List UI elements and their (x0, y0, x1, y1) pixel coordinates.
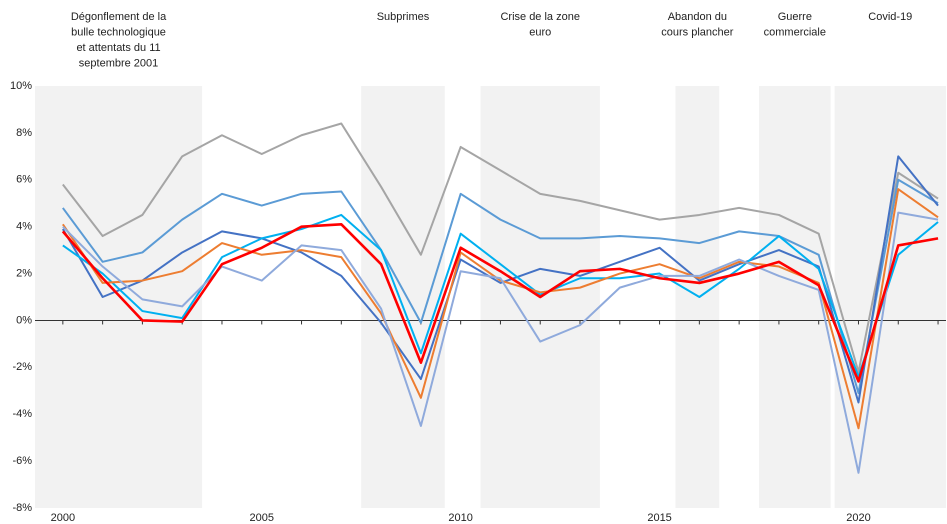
period-label: et attentats du 11 (76, 42, 160, 54)
y-tick-label: 6% (16, 174, 32, 186)
series-line (62, 188, 939, 430)
period-label: Subprimes (377, 11, 430, 23)
period-band (759, 86, 831, 508)
x-tick-label: 2020 (846, 512, 870, 524)
series-line (62, 213, 939, 378)
period-label: cours plancher (661, 26, 733, 38)
series-line (62, 211, 939, 474)
x-tick-label: 2005 (250, 512, 274, 524)
period-label: Covid-19 (868, 11, 912, 23)
period-label: Abandon du (668, 11, 727, 23)
y-tick-label: 0% (16, 314, 32, 326)
period-label: euro (529, 26, 551, 38)
y-tick-label: -8% (12, 502, 32, 514)
period-label: bulle technologique (71, 26, 166, 38)
series-line (62, 178, 939, 395)
period-band (361, 86, 445, 508)
period-label: Dégonflement de la (71, 11, 167, 23)
y-tick-label: -4% (12, 408, 32, 420)
period-label: Guerre (778, 11, 812, 23)
series-line (61, 223, 939, 383)
y-tick-label: 4% (16, 221, 32, 233)
y-tick-label: 8% (16, 127, 32, 139)
y-tick-label: 2% (16, 267, 32, 279)
y-tick-label: -6% (12, 455, 32, 467)
x-tick-label: 2010 (448, 512, 472, 524)
period-band (675, 86, 720, 508)
series-line (61, 155, 939, 404)
y-tick-label: -2% (12, 361, 32, 373)
period-label: commerciale (764, 26, 826, 38)
x-tick-label: 2000 (51, 512, 75, 524)
period-label: Crise de la zone (500, 11, 580, 23)
period-label: septembre 2001 (79, 57, 159, 69)
period-band (834, 86, 946, 508)
x-tick-label: 2015 (647, 512, 671, 524)
series-line (62, 122, 939, 374)
y-tick-label: 10% (10, 80, 32, 92)
